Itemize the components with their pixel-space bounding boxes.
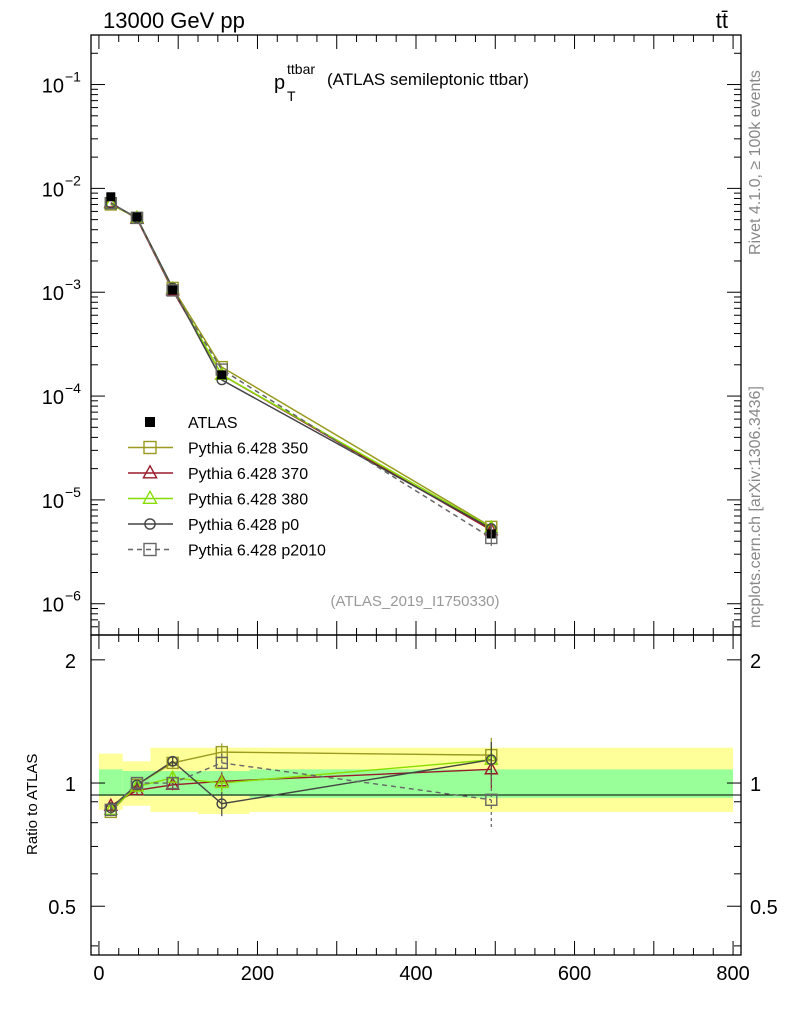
main-y-tick-label: 10 [42, 179, 64, 201]
main-series-marker [130, 211, 144, 225]
main-y-tick-label: 10 [42, 491, 64, 513]
ratio-axis-ticks [91, 635, 741, 955]
main-y-tick-label: 10 [42, 283, 64, 305]
source-label: mcplots.cern.ch [arXiv:1306.3436] [747, 386, 764, 628]
main-series-line [110, 202, 492, 539]
ratio-series-marker [104, 803, 118, 817]
legend-data-label: ATLAS [188, 415, 238, 432]
ratio-series-marker [214, 774, 230, 789]
energy-label: 13000 GeV pp [103, 8, 245, 33]
title-subscript: T [287, 88, 296, 104]
main-y-tick-exponent: −4 [65, 380, 81, 396]
legend-marker [144, 518, 156, 530]
ratio-x-tick-label: 600 [558, 963, 591, 985]
ratio-series-marker [485, 754, 497, 766]
ratio-x-tick-labels: 0 200 400 600 800 [93, 963, 749, 985]
analysis-tag: (ATLAS_2019_I1750330) [330, 593, 499, 610]
main-y-tick-exponent: −6 [65, 588, 81, 604]
main-series-lines [110, 201, 492, 539]
main-y-tick-labels: 10−110−210−310−410−510−6 [42, 69, 81, 617]
legend-label: Pythia 6.428 p2010 [188, 543, 326, 560]
ratio-series-marker [485, 793, 498, 806]
ratio-y-tick-label: 1 [65, 774, 76, 796]
ratio-x-tick-label: 800 [716, 963, 749, 985]
ratio-y-tick-label-right: 0.5 [750, 897, 778, 919]
ratio-inner-band [98, 769, 123, 796]
ratio-series-markers [103, 737, 499, 828]
ratio-series-marker [103, 801, 119, 815]
main-series-marker [166, 284, 179, 297]
legend-label: Pythia 6.428 370 [188, 466, 308, 483]
ratio-y-tick-label: 2 [65, 651, 76, 673]
ratio-frame [90, 634, 742, 956]
legend-marker [142, 464, 158, 479]
ratio-x-tick-label: 0 [93, 963, 104, 985]
ratio-series-marker [129, 778, 145, 792]
ratio-x-tick-label: 400 [399, 963, 432, 985]
data-point [168, 285, 178, 295]
ratio-series-marker [166, 776, 179, 790]
legend-label: Pythia 6.428 380 [188, 492, 308, 509]
data-point [132, 212, 142, 222]
ratio-series-marker [216, 798, 228, 810]
title-superscript: ttbar [287, 61, 315, 77]
ratio-x-tick-label: 200 [241, 963, 274, 985]
main-series-markers [103, 192, 499, 546]
ratio-y-tick-label: 0.5 [48, 897, 76, 919]
legend-marker [142, 489, 158, 504]
main-y-tick-exponent: −2 [65, 172, 81, 188]
main-y-tick-exponent: −1 [65, 69, 81, 85]
main-y-tick-label: 10 [42, 387, 64, 409]
ratio-y-axis-label: Ratio to ATLAS [24, 754, 41, 855]
main-y-tick-exponent: −3 [65, 276, 81, 292]
ratio-series-marker [165, 769, 180, 783]
legend-marker [143, 440, 157, 455]
legend-marker [143, 542, 157, 557]
title-p: p [274, 72, 285, 94]
main-panel: 10−110−210−310−410−510−6 p ttbar T (ATLA… [42, 34, 742, 636]
legend-data-marker [145, 417, 155, 427]
main-y-tick-exponent: −5 [65, 484, 81, 500]
ratio-y-tick-label-right: 2 [750, 651, 761, 673]
data-point [106, 192, 116, 202]
ratio-y-tick-label-right: 1 [750, 774, 761, 796]
ratio-y-tick-labels: 2 2 1 1 0.5 0.5 [48, 651, 778, 919]
data-point [217, 370, 227, 380]
ratio-series-marker [215, 756, 228, 770]
title-description: (ATLAS semileptonic ttbar) [327, 70, 529, 89]
legend: ATLAS Pythia 6.428 350 Pythia 6.428 370 Pyt… [128, 415, 326, 560]
legend-label: Pythia 6.428 p0 [188, 517, 299, 534]
process-label: tt̄ [716, 8, 728, 33]
ratio-panel: 2 2 1 1 0.5 0.5 0 200 400 600 800 Ratio to ATLAS [24, 634, 778, 985]
rivet-version-label: Rivet 4.1.0, ≥ 100k events [747, 70, 764, 255]
main-y-tick-label: 10 [42, 76, 64, 98]
main-y-tick-label: 10 [42, 595, 64, 617]
main-title: p [274, 72, 285, 94]
ratio-series-marker [130, 776, 144, 790]
legend-label: Pythia 6.428 350 [188, 441, 308, 458]
main-axis-ticks [91, 35, 741, 636]
ratio-series-marker [167, 755, 179, 767]
